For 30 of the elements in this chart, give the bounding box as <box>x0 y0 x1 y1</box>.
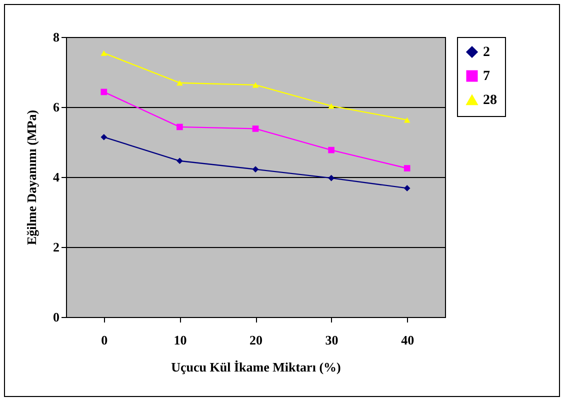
legend-label: 28 <box>483 93 497 108</box>
point <box>252 82 259 88</box>
point <box>328 146 334 154</box>
point <box>100 88 108 96</box>
point <box>328 103 334 109</box>
point <box>328 174 334 182</box>
y-tick-label: 0 <box>53 310 60 324</box>
x-tick-label: 30 <box>325 332 338 348</box>
point <box>176 80 183 86</box>
y-tick-label: 6 <box>53 100 60 114</box>
point <box>404 185 410 192</box>
point <box>176 158 183 164</box>
x-tick-label: 10 <box>174 332 187 348</box>
point <box>100 50 108 56</box>
point <box>404 117 410 123</box>
x-tick-label: 40 <box>401 332 414 348</box>
point <box>252 126 259 132</box>
y-tick-label: 4 <box>53 170 60 184</box>
point <box>176 124 183 130</box>
x-axis-title: Uçucu Kül İkame Miktarı (%) <box>171 360 341 374</box>
legend-label: 7 <box>483 69 490 84</box>
y-axis-title: Eğilme Dayanımı (MPa) <box>24 110 39 246</box>
point <box>404 165 410 172</box>
y-tick-label: 2 <box>53 240 60 254</box>
y-tick-label: 8 <box>53 30 60 44</box>
point <box>100 134 108 140</box>
point <box>252 166 259 172</box>
legend-label: 2 <box>483 45 490 60</box>
x-tick-label: 20 <box>250 332 262 348</box>
x-tick-label: 0 <box>101 332 108 348</box>
